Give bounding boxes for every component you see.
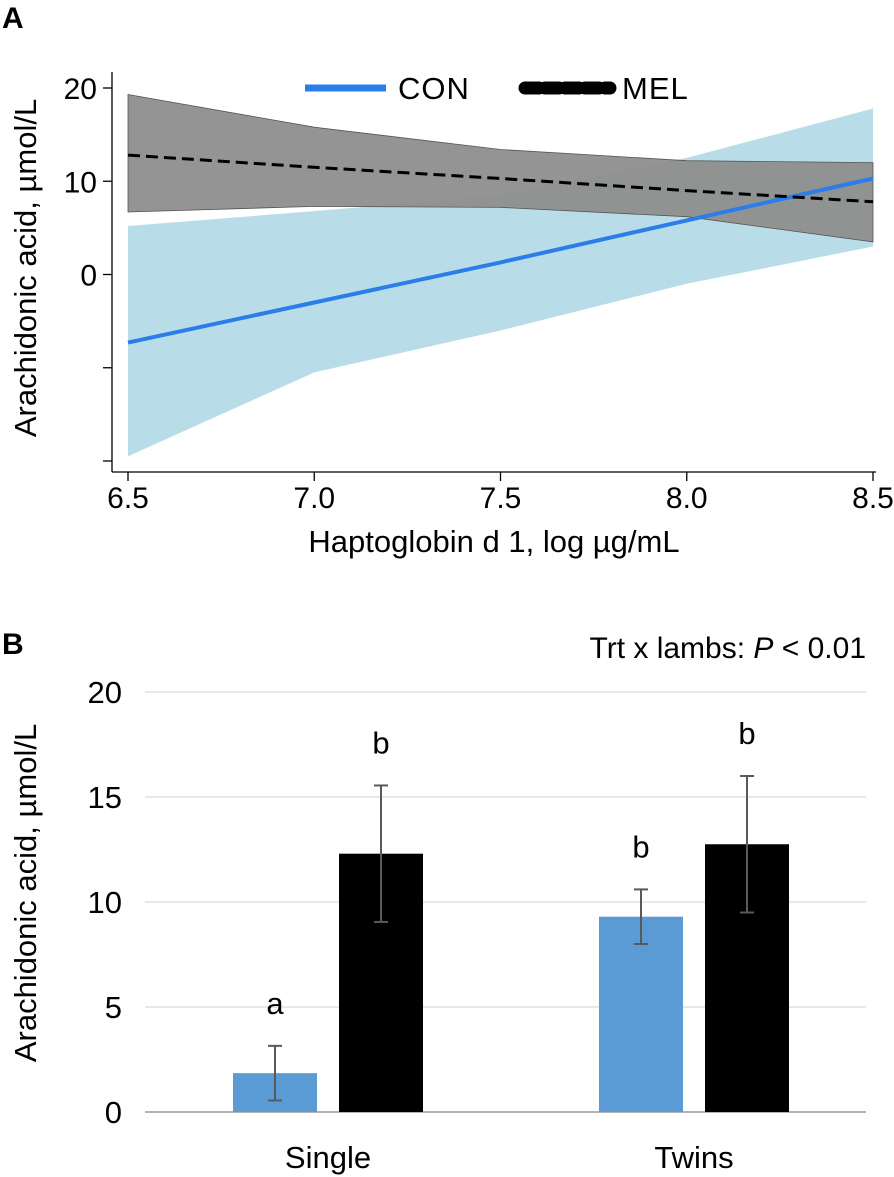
y-tick-label: 0 xyxy=(80,260,97,293)
legend-mel-label: MEL xyxy=(622,71,689,106)
y-tick-label: 10 xyxy=(64,166,97,199)
y-tick-label: 10 xyxy=(88,885,122,920)
panel-a-x-axis-title: Haptoglobin d 1, log µg/mL xyxy=(308,524,679,559)
ci-band-mel xyxy=(127,94,874,243)
significance-letter: b xyxy=(372,725,389,760)
x-tick-label: 7.5 xyxy=(480,482,522,515)
y-tick-label: 20 xyxy=(64,73,97,106)
category-label-twins: Twins xyxy=(654,1140,733,1175)
significance-letter: b xyxy=(738,716,755,751)
y-tick-label: 0 xyxy=(105,1095,122,1130)
panel-b-error-bars xyxy=(268,775,754,1102)
panel-a-letter: A xyxy=(2,2,24,35)
significance-letter: b xyxy=(632,829,649,864)
y-tick-label: 5 xyxy=(105,990,122,1025)
category-label-single: Single xyxy=(285,1140,371,1175)
panel-b-y-ticks: 0 5 10 15 20 xyxy=(88,675,122,1130)
fit-line-con xyxy=(127,176,874,345)
x-tick-label: 8.5 xyxy=(852,482,894,515)
panel-b: B 0 5 10 15 20 a b b b Single Twins Trt x lambs:… xyxy=(2,628,866,1175)
panel-b-letter: B xyxy=(2,628,24,661)
significance-letter: a xyxy=(266,986,284,1021)
fit-line-mel xyxy=(127,153,874,204)
panel-b-bars xyxy=(233,844,789,1112)
x-tick-label: 7.0 xyxy=(293,482,335,515)
x-tick-label: 8.0 xyxy=(666,482,708,515)
panel-a-y-ticks: 20 10 0 xyxy=(64,73,112,462)
panel-a-legend: CON MEL xyxy=(305,71,689,106)
panel-b-y-axis-title: Arachidonic acid, µmol/L xyxy=(8,724,43,1062)
panel-b-interaction-annotation: Trt x lambs: P < 0.01 xyxy=(590,632,867,665)
legend-con-label: CON xyxy=(398,71,470,106)
panel-a-y-axis-title: Arachidonic acid, µmol/L xyxy=(8,99,43,437)
y-tick-label: 15 xyxy=(88,780,122,815)
panel-a-x-ticks: 6.5 7.0 7.5 8.0 8.5 xyxy=(107,472,894,515)
x-tick-label: 6.5 xyxy=(107,482,149,515)
panel-a-lines xyxy=(127,153,874,345)
bar-twins-con xyxy=(599,916,683,1112)
panel-b-significance-letters: a b b b xyxy=(266,716,755,1021)
panel-a: A 20 10 0 6.5 7.0 7.5 8.0 8.5 CON MEL Arachido… xyxy=(2,2,894,559)
panel-b-category-labels: Single Twins xyxy=(285,1140,734,1175)
y-tick-label: 20 xyxy=(88,675,122,710)
panel-a-bands xyxy=(127,94,874,457)
